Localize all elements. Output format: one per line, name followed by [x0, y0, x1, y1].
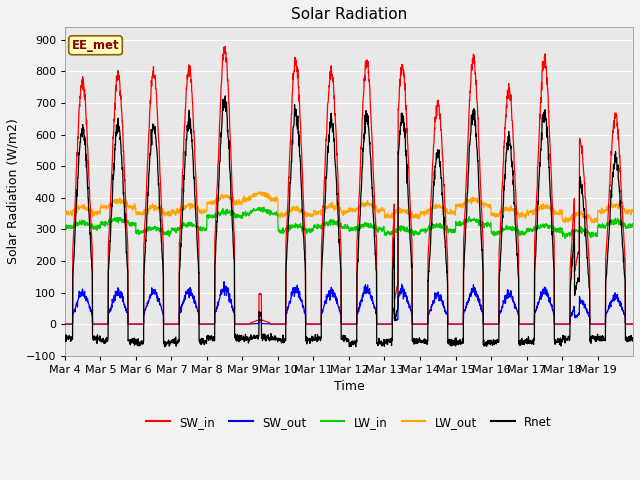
Title: Solar Radiation: Solar Radiation [291, 7, 407, 22]
X-axis label: Time: Time [333, 380, 364, 393]
Text: EE_met: EE_met [72, 39, 119, 52]
Y-axis label: Solar Radiation (W/m2): Solar Radiation (W/m2) [7, 119, 20, 264]
Legend: SW_in, SW_out, LW_in, LW_out, Rnet: SW_in, SW_out, LW_in, LW_out, Rnet [141, 411, 557, 433]
